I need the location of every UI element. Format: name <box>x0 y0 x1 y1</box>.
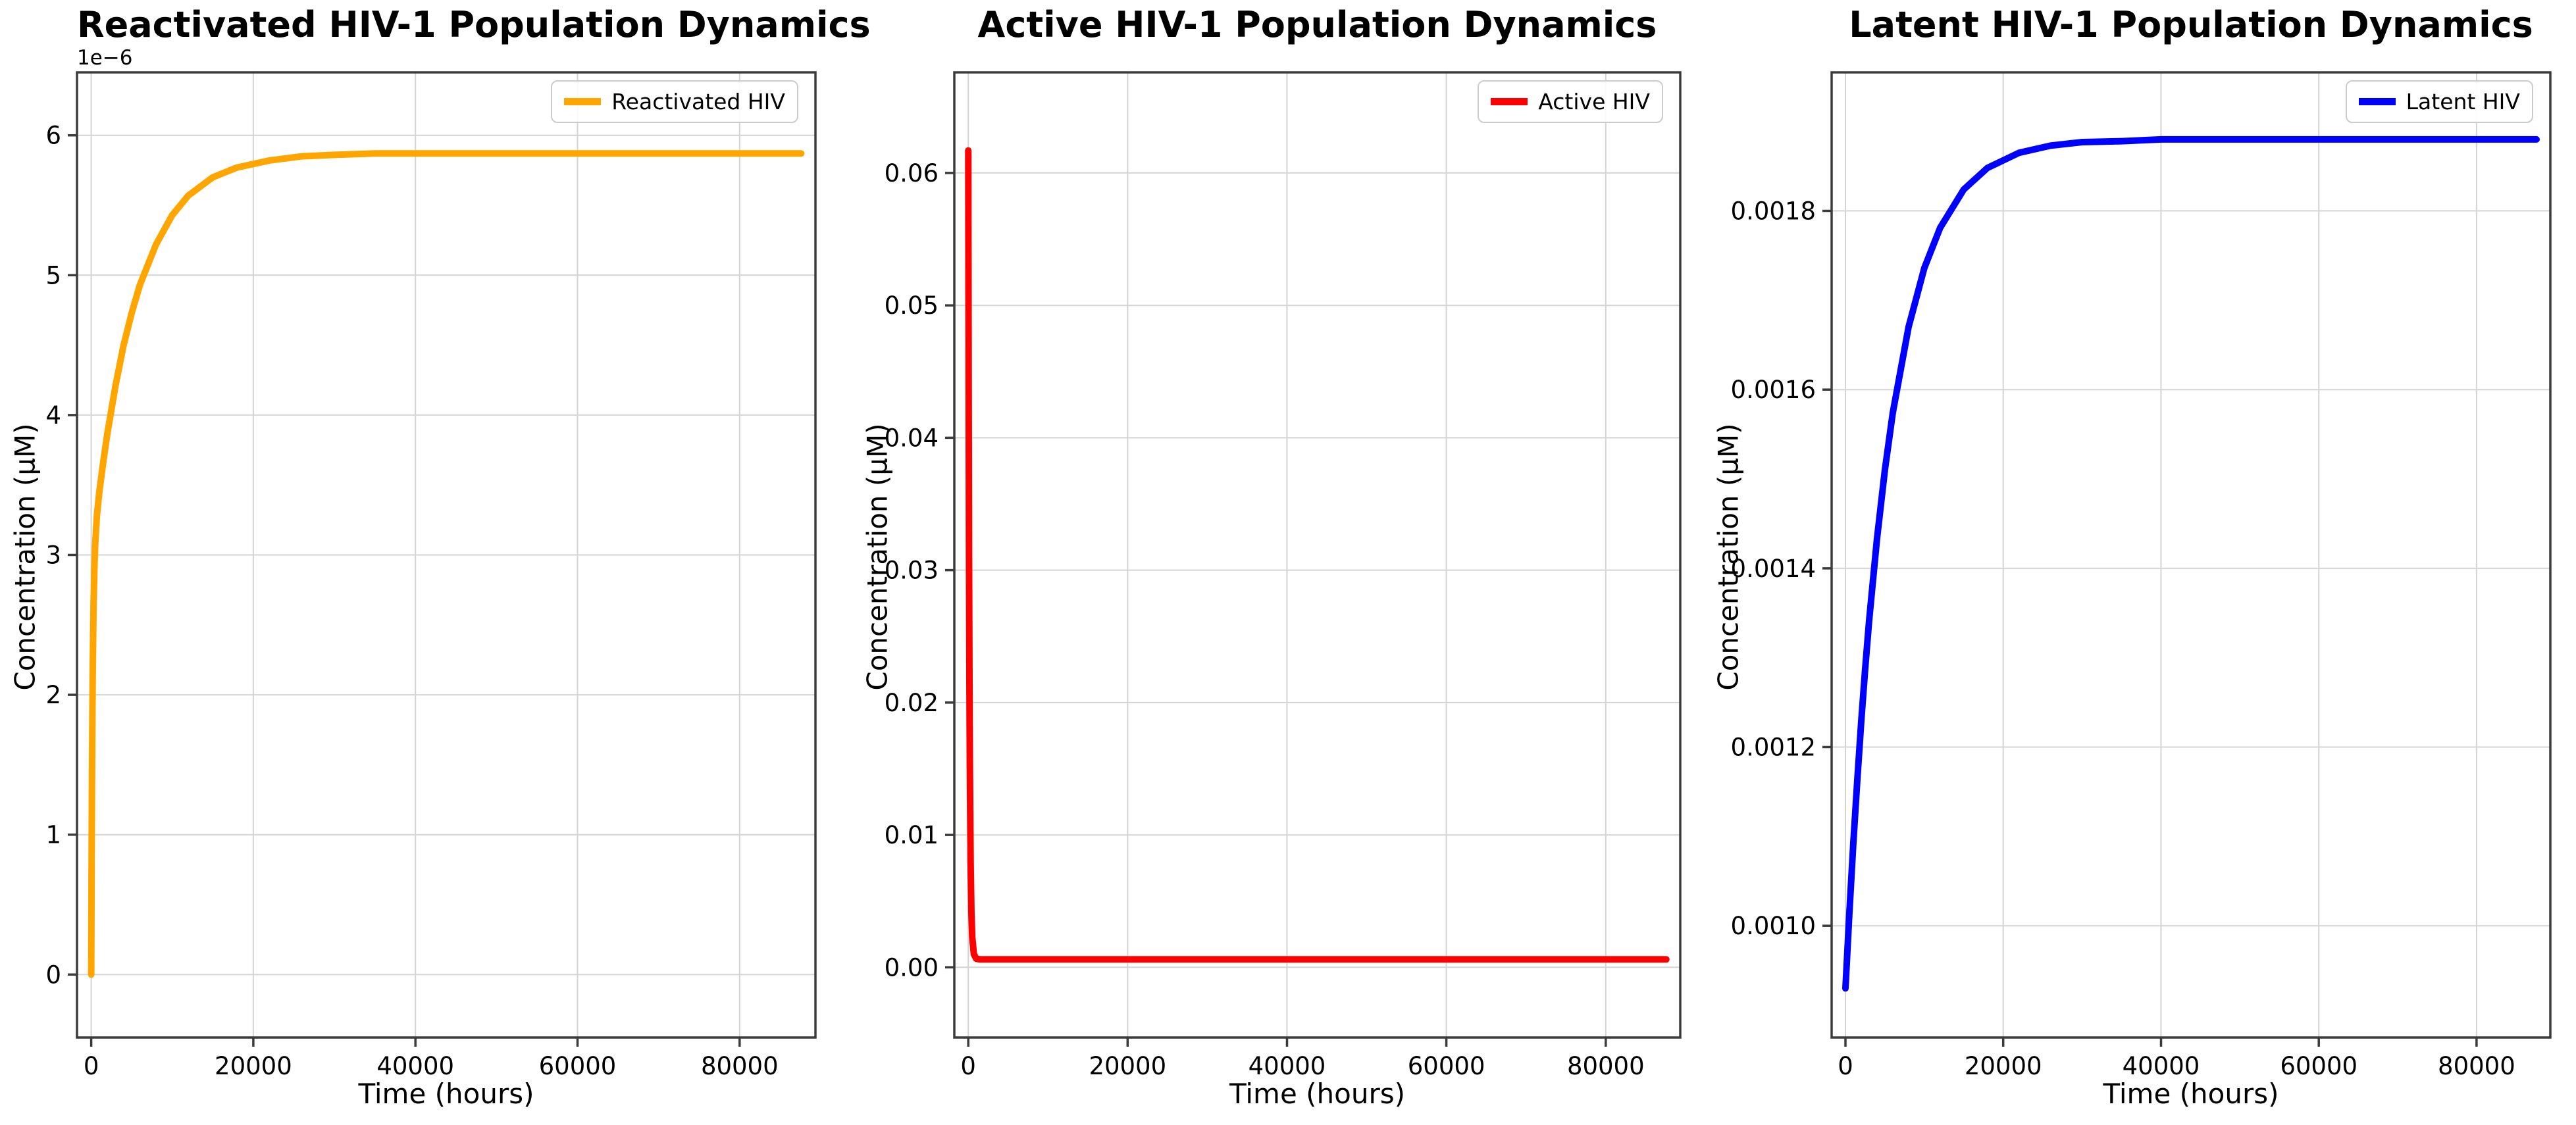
x-tick-label: 0 <box>960 1052 976 1080</box>
y-tick-label: 0.0014 <box>1731 555 1816 583</box>
y-tick-label: 0.00 <box>885 953 939 982</box>
y-tick-label: 3 <box>45 541 61 570</box>
chart-active-hiv: Active HIV-1 Population Dynamics Concent… <box>859 0 1717 1125</box>
y-tick-label: 0.03 <box>885 557 939 585</box>
x-tick-label: 80000 <box>1567 1052 1645 1080</box>
chart-title: Active HIV-1 Population Dynamics <box>977 4 1657 45</box>
x-tick-label: 60000 <box>539 1052 617 1080</box>
plot-area-reactivated-hiv: 0 20000 40000 60000 80000 0 1 2 3 4 5 6 <box>45 71 817 1080</box>
x-tick-label: 20000 <box>215 1052 292 1080</box>
x-tick-label: 20000 <box>1089 1052 1166 1080</box>
y-tick-label: 0.05 <box>885 291 939 320</box>
chart-title: Latent HIV-1 Population Dynamics <box>1849 4 2533 45</box>
y-tick-label: 6 <box>45 122 61 150</box>
x-tick-label: 0 <box>84 1052 99 1080</box>
y-tick-label: 4 <box>45 401 61 430</box>
legend-label: Latent HIV <box>2406 89 2520 114</box>
plot-area-latent-hiv: 0 20000 40000 60000 80000 0.0010 0.0012 0.0014 0… <box>1731 71 2552 1080</box>
x-tick-label: 80000 <box>701 1052 779 1080</box>
legend-label: Reactivated HIV <box>611 89 785 114</box>
x-axis-label: Time (hours) <box>1229 1078 1405 1110</box>
y-tick-label: 1 <box>45 821 61 849</box>
y-tick-label: 0.04 <box>885 424 939 452</box>
y-tick-label: 0.0012 <box>1731 734 1816 762</box>
curve-active-hiv <box>965 147 1670 963</box>
y-tick-label: 0.0016 <box>1731 376 1816 404</box>
x-tick-label: 80000 <box>2438 1052 2515 1080</box>
x-tick-label: 40000 <box>376 1052 454 1080</box>
x-axis-label: Time (hours) <box>358 1078 534 1110</box>
plot-border <box>953 71 1682 1039</box>
y-tick-label: 0 <box>45 961 61 989</box>
curve-latent-hiv <box>1842 136 2540 992</box>
y-tick-label: 0.02 <box>885 689 939 717</box>
legend-line-swatch <box>2358 98 2396 105</box>
legend: Active HIV <box>1478 80 1663 123</box>
curve-reactivated-hiv <box>88 150 805 978</box>
x-tick-label: 40000 <box>1249 1052 1326 1080</box>
y-tick-label: 0.0018 <box>1731 197 1816 226</box>
legend-label: Active HIV <box>1538 89 1650 114</box>
y-tick-label: 5 <box>45 261 61 289</box>
legend-line-swatch <box>1491 98 1528 105</box>
chart-latent-hiv: Latent HIV-1 Population Dynamics Concent… <box>1713 0 2576 1125</box>
y-tick-label: 0.06 <box>885 159 939 188</box>
x-tick-label: 60000 <box>2280 1052 2357 1080</box>
x-tick-label: 0 <box>1838 1052 1853 1080</box>
chart-title: Reactivated HIV-1 Population Dynamics <box>77 4 871 45</box>
legend-line-swatch <box>564 98 602 105</box>
plot-area-active-hiv: 0 20000 40000 60000 80000 0.00 0.01 0.02 0.03 0.0… <box>885 71 1682 1080</box>
legend: Latent HIV <box>2345 80 2533 123</box>
x-axis-label: Time (hours) <box>2103 1078 2279 1110</box>
x-tick-label: 60000 <box>1408 1052 1485 1080</box>
y-tick-label: 0.0010 <box>1731 912 1816 940</box>
x-tick-label: 40000 <box>2123 1052 2200 1080</box>
y-axis-offset-label: 1e−6 <box>77 46 133 70</box>
plot-border <box>1830 71 2552 1039</box>
legend: Reactivated HIV <box>551 80 798 123</box>
chart-reactivated-hiv: Reactivated HIV-1 Population Dynamics 1e… <box>0 0 871 1125</box>
x-tick-label: 20000 <box>1965 1052 2042 1080</box>
y-tick-label: 2 <box>45 681 61 709</box>
y-tick-label: 0.01 <box>885 821 939 849</box>
